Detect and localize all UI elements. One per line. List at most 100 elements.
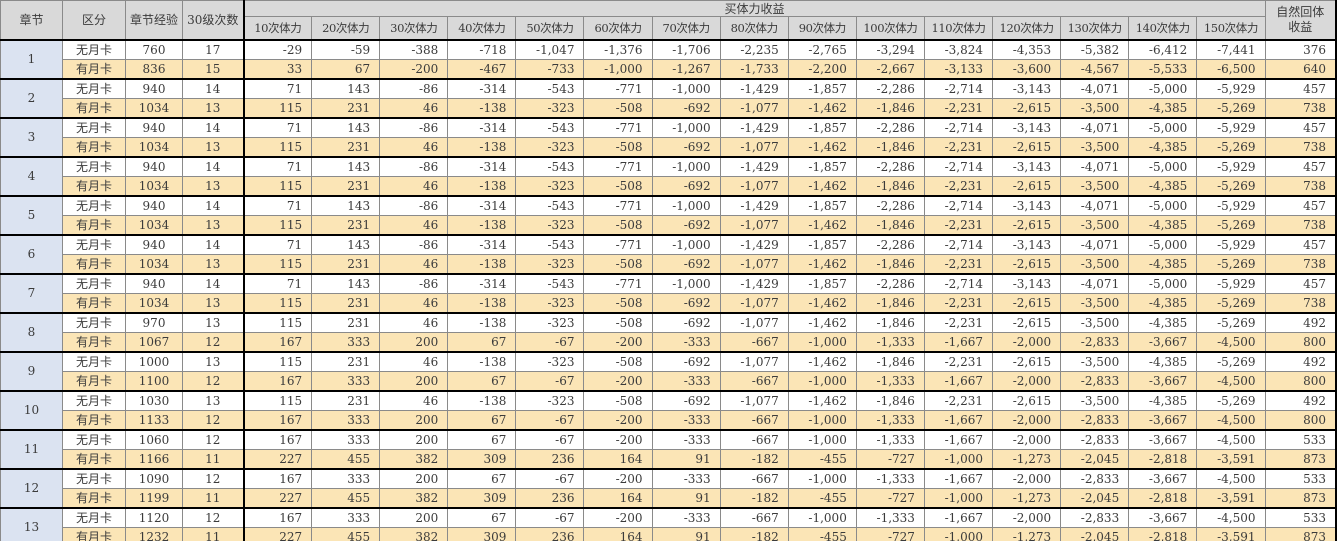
stamina-value-cell[interactable]: -5,000	[1128, 156, 1198, 177]
stamina-value-cell[interactable]: -508	[583, 390, 653, 411]
stamina-value-cell[interactable]: 164	[583, 488, 653, 509]
stamina-value-cell[interactable]: 115	[242, 137, 313, 158]
natural-income-cell[interactable]: 640	[1264, 59, 1337, 80]
stamina-value-cell[interactable]: -1,857	[787, 195, 857, 216]
stamina-value-cell[interactable]: -3,667	[1128, 468, 1198, 489]
level30-count-cell[interactable]: 13	[182, 351, 244, 372]
stamina-value-cell[interactable]: -3,667	[1128, 371, 1198, 392]
stamina-value-cell[interactable]: -692	[651, 293, 721, 314]
stamina-value-cell[interactable]: 236	[515, 488, 585, 509]
header-stamina-30[interactable]: 30次体力	[379, 16, 449, 41]
stamina-value-cell[interactable]: 46	[379, 390, 449, 411]
stamina-value-cell[interactable]: -692	[651, 312, 721, 333]
chapter-cell[interactable]: 4	[0, 156, 63, 197]
stamina-value-cell[interactable]: -543	[515, 234, 585, 255]
stamina-value-cell[interactable]: -388	[379, 39, 449, 60]
category-cell[interactable]: 无月卡	[62, 234, 126, 255]
stamina-value-cell[interactable]: -4,071	[1060, 78, 1130, 99]
stamina-value-cell[interactable]: -1,429	[719, 78, 789, 99]
stamina-value-cell[interactable]: -4,500	[1196, 507, 1266, 528]
stamina-value-cell[interactable]: -733	[515, 59, 585, 80]
stamina-value-cell[interactable]: -1,846	[855, 351, 925, 372]
stamina-value-cell[interactable]: -1,733	[719, 59, 789, 80]
stamina-value-cell[interactable]: 231	[311, 98, 381, 119]
stamina-value-cell[interactable]: -3,500	[1060, 390, 1130, 411]
stamina-value-cell[interactable]: -1,857	[787, 117, 857, 138]
stamina-value-cell[interactable]: -323	[515, 254, 585, 275]
category-cell[interactable]: 有月卡	[62, 332, 126, 353]
category-cell[interactable]: 有月卡	[62, 371, 126, 392]
stamina-value-cell[interactable]: -4,071	[1060, 234, 1130, 255]
stamina-value-cell[interactable]: -5,269	[1196, 351, 1266, 372]
stamina-value-cell[interactable]: 236	[515, 449, 585, 470]
stamina-value-cell[interactable]: -314	[447, 273, 517, 294]
level30-count-cell[interactable]: 14	[182, 117, 244, 138]
chapter-cell[interactable]: 3	[0, 117, 63, 158]
chapter-exp-cell[interactable]: 1199	[125, 488, 183, 509]
natural-income-cell[interactable]: 457	[1264, 195, 1337, 216]
stamina-value-cell[interactable]: -508	[583, 137, 653, 158]
stamina-value-cell[interactable]: -1,846	[855, 176, 925, 197]
category-cell[interactable]: 有月卡	[62, 410, 126, 431]
stamina-value-cell[interactable]: -4,385	[1128, 176, 1198, 197]
category-cell[interactable]: 有月卡	[62, 59, 126, 80]
stamina-value-cell[interactable]: -67	[515, 371, 585, 392]
stamina-value-cell[interactable]: -2,231	[923, 293, 994, 314]
stamina-value-cell[interactable]: -138	[447, 312, 517, 333]
stamina-value-cell[interactable]: -508	[583, 351, 653, 372]
stamina-value-cell[interactable]: -2,818	[1128, 449, 1198, 470]
stamina-value-cell[interactable]: -86	[379, 273, 449, 294]
stamina-value-cell[interactable]: 227	[242, 449, 313, 470]
stamina-value-cell[interactable]: -138	[447, 98, 517, 119]
stamina-value-cell[interactable]: 309	[447, 449, 517, 470]
header-chapter[interactable]: 章节	[0, 0, 63, 41]
stamina-value-cell[interactable]: -3,667	[1128, 410, 1198, 431]
stamina-value-cell[interactable]: -3,500	[1060, 137, 1130, 158]
stamina-value-cell[interactable]: -2,231	[923, 215, 994, 236]
stamina-value-cell[interactable]: -2,286	[855, 156, 925, 177]
stamina-value-cell[interactable]: -508	[583, 254, 653, 275]
stamina-value-cell[interactable]: -3,133	[923, 59, 994, 80]
stamina-value-cell[interactable]: -727	[855, 449, 925, 470]
stamina-value-cell[interactable]: 333	[311, 371, 381, 392]
stamina-value-cell[interactable]: -5,000	[1128, 117, 1198, 138]
stamina-value-cell[interactable]: -4,500	[1196, 371, 1266, 392]
stamina-value-cell[interactable]: -543	[515, 117, 585, 138]
chapter-exp-cell[interactable]: 1060	[125, 429, 183, 450]
stamina-value-cell[interactable]: -3,500	[1060, 351, 1130, 372]
stamina-value-cell[interactable]: 164	[583, 449, 653, 470]
chapter-exp-cell[interactable]: 1030	[125, 390, 183, 411]
natural-income-cell[interactable]: 873	[1264, 527, 1337, 541]
stamina-value-cell[interactable]: -3,600	[992, 59, 1062, 80]
stamina-value-cell[interactable]: -1,846	[855, 215, 925, 236]
stamina-value-cell[interactable]: -1,846	[855, 293, 925, 314]
stamina-value-cell[interactable]: 236	[515, 527, 585, 541]
stamina-value-cell[interactable]: -667	[719, 429, 789, 450]
category-cell[interactable]: 无月卡	[62, 117, 126, 138]
chapter-exp-cell[interactable]: 1034	[125, 254, 183, 275]
stamina-value-cell[interactable]: -2,765	[787, 39, 857, 60]
level30-count-cell[interactable]: 11	[182, 488, 244, 509]
stamina-value-cell[interactable]: -508	[583, 176, 653, 197]
category-cell[interactable]: 有月卡	[62, 215, 126, 236]
stamina-value-cell[interactable]: -508	[583, 98, 653, 119]
category-cell[interactable]: 有月卡	[62, 137, 126, 158]
category-cell[interactable]: 有月卡	[62, 527, 126, 541]
stamina-value-cell[interactable]: 46	[379, 293, 449, 314]
stamina-value-cell[interactable]: 309	[447, 527, 517, 541]
stamina-value-cell[interactable]: -4,353	[992, 39, 1062, 60]
stamina-value-cell[interactable]: -2,714	[923, 234, 994, 255]
stamina-value-cell[interactable]: -5,533	[1128, 59, 1198, 80]
stamina-value-cell[interactable]: -333	[651, 507, 721, 528]
stamina-value-cell[interactable]: -333	[651, 371, 721, 392]
stamina-value-cell[interactable]: 67	[447, 507, 517, 528]
stamina-value-cell[interactable]: -5,000	[1128, 78, 1198, 99]
stamina-value-cell[interactable]: -508	[583, 215, 653, 236]
stamina-value-cell[interactable]: -2,615	[992, 351, 1062, 372]
stamina-value-cell[interactable]: -1,000	[787, 332, 857, 353]
stamina-value-cell[interactable]: 309	[447, 488, 517, 509]
stamina-value-cell[interactable]: -314	[447, 117, 517, 138]
level30-count-cell[interactable]: 17	[182, 39, 244, 60]
header-stamina-60[interactable]: 60次体力	[583, 16, 653, 41]
stamina-value-cell[interactable]: 333	[311, 410, 381, 431]
